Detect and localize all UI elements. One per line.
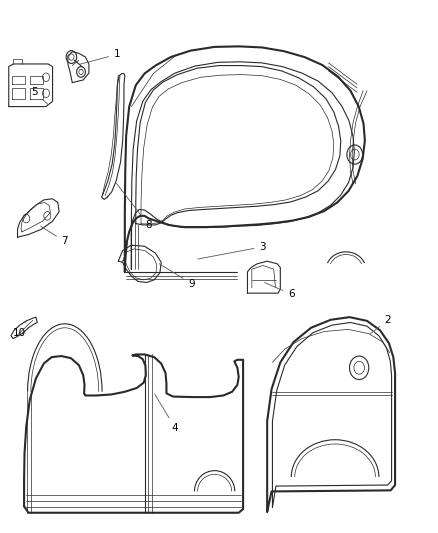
Text: 9: 9 <box>159 264 195 288</box>
Text: 6: 6 <box>265 282 295 299</box>
Text: 5: 5 <box>31 87 48 105</box>
Text: 7: 7 <box>41 227 68 246</box>
Text: 10: 10 <box>13 321 26 337</box>
Text: 1: 1 <box>79 50 121 64</box>
Text: 4: 4 <box>155 394 179 433</box>
Text: 2: 2 <box>370 315 391 334</box>
Text: 3: 3 <box>198 242 266 259</box>
Text: 8: 8 <box>117 183 152 230</box>
